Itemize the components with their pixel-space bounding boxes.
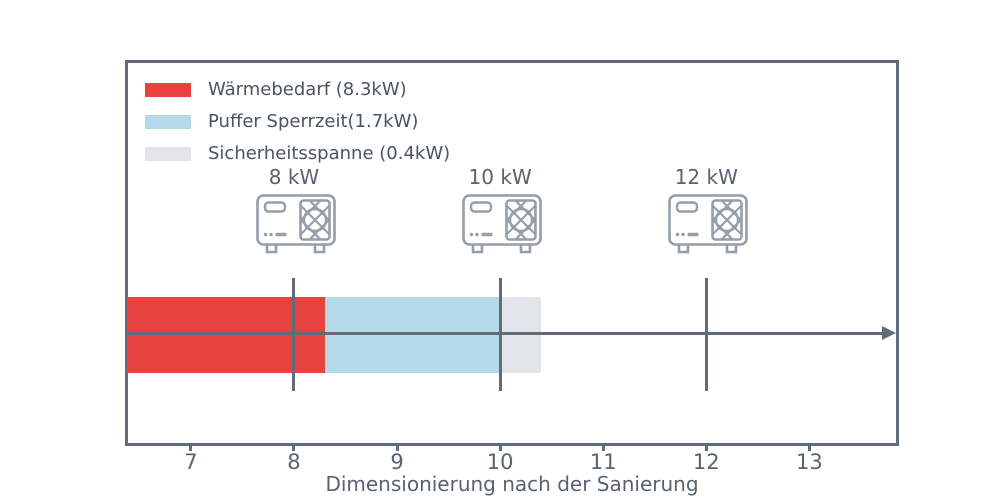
heat-pump-icon	[666, 191, 750, 257]
x-tick-label: 10	[486, 450, 514, 474]
x-tick-label: 11	[589, 450, 617, 474]
bar-segment-puffer-sperrzeit	[324, 297, 501, 373]
legend-label: Sicherheitsspanne (0.4kW)	[208, 143, 451, 164]
legend-swatch-waermebedarf	[145, 82, 191, 97]
legend-item: Puffer Sperrzeit(1.7kW)	[145, 111, 450, 132]
heat-pump-icon	[254, 191, 338, 257]
x-tick-label: 13	[796, 450, 823, 474]
x-tick	[601, 443, 605, 451]
pump-size-label: 10 kW	[468, 165, 532, 189]
plot-frame	[125, 60, 899, 446]
pump-size-marker-line	[704, 278, 708, 391]
legend-item: Wärmebedarf (8.3kW)	[145, 79, 450, 100]
legend-swatch-puffer-sperrzeit	[145, 114, 191, 129]
x-tick	[498, 443, 502, 451]
power-axis-arrow	[127, 332, 882, 335]
heat-pump-icon	[460, 191, 544, 257]
x-tick	[189, 443, 193, 451]
pump-size-label: 12 kW	[674, 165, 738, 189]
x-tick	[704, 443, 708, 451]
x-tick	[292, 443, 296, 451]
x-axis-label: Dimensionierung nach der Sanierung	[325, 472, 699, 496]
legend-label: Wärmebedarf (8.3kW)	[208, 79, 407, 100]
x-tick-label: 8	[287, 450, 301, 474]
legend-item: Sicherheitsspanne (0.4kW)	[145, 143, 451, 164]
x-tick-label: 9	[390, 450, 404, 474]
x-tick-label: 12	[692, 450, 720, 474]
pump-size-label: 8 kW	[268, 165, 320, 189]
x-tick	[395, 443, 399, 451]
x-tick-label: 7	[184, 450, 198, 474]
pump-size-marker-line	[498, 278, 502, 391]
legend-label: Puffer Sperrzeit(1.7kW)	[208, 111, 419, 132]
bar-segment-w-rmebedarf	[127, 297, 325, 373]
x-tick	[807, 443, 811, 451]
legend: Wärmebedarf (8.3kW) Puffer Sperrzeit(1.7…	[145, 79, 451, 176]
bar-segment-sicherheitsspanne	[500, 297, 542, 373]
arrowhead-icon	[882, 326, 896, 340]
pump-size-marker-line	[292, 278, 296, 391]
legend-swatch-sicherheitsspanne	[145, 146, 191, 161]
